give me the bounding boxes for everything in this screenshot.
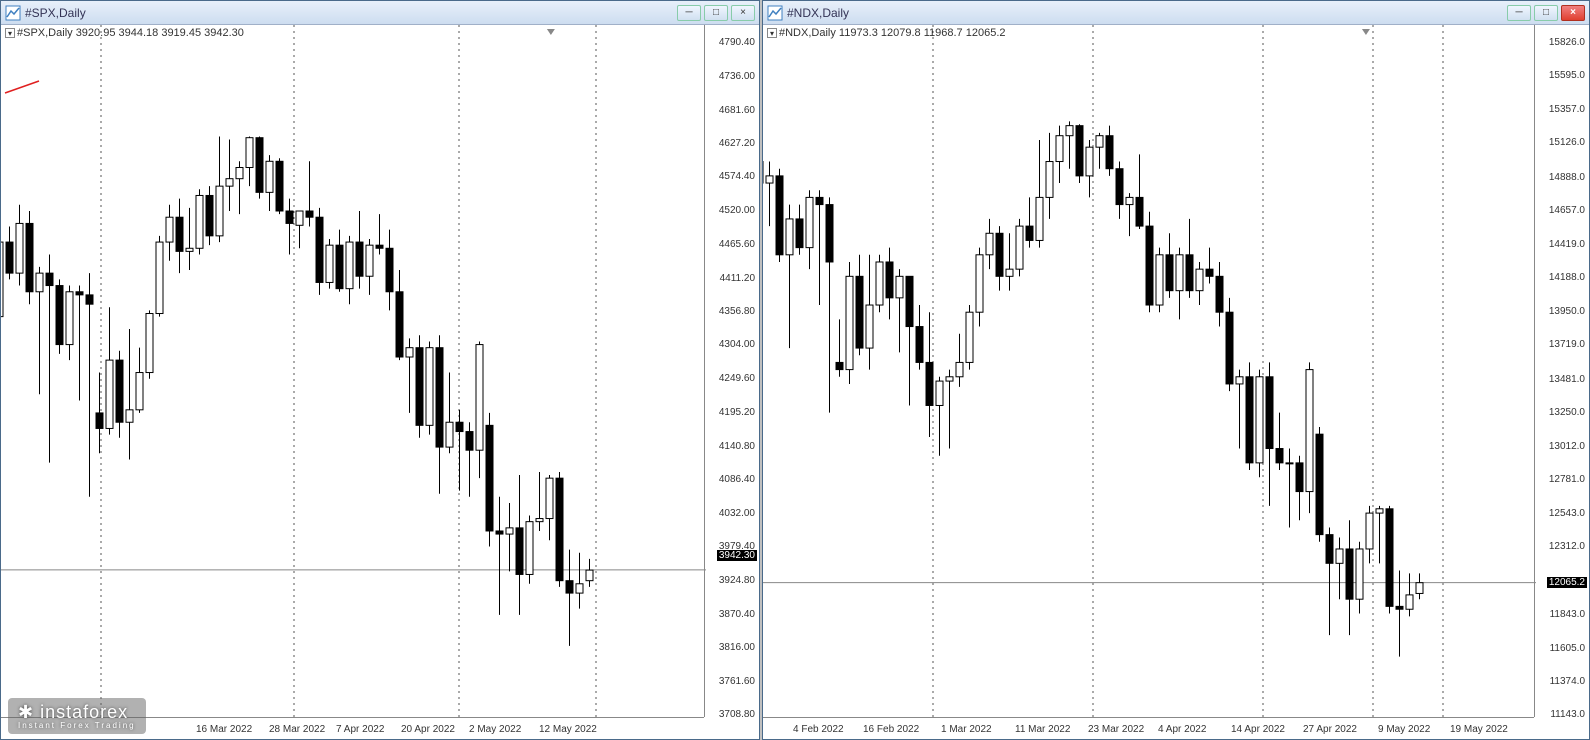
y-tick-label: 13250.0 <box>1549 407 1585 418</box>
y-tick-label: 4736.00 <box>719 71 755 82</box>
y-tick-label: 4086.40 <box>719 474 755 485</box>
y-tick-label: 4249.60 <box>719 373 755 384</box>
y-tick-label: 4574.40 <box>719 171 755 182</box>
chart-icon <box>767 5 783 21</box>
info-text: #SPX,Daily 3920.95 3944.18 3919.45 3942.… <box>17 27 244 39</box>
y-tick-label: 12781.0 <box>1549 474 1585 485</box>
x-tick-label: 28 Mar 2022 <box>269 724 325 735</box>
logo-subtext: Instant Forex Trading <box>18 721 136 730</box>
x-tick-label: 4 Feb 2022 <box>793 724 844 735</box>
y-tick-label: 4411.20 <box>720 273 755 284</box>
titlebar[interactable]: #NDX,Daily ─ □ × <box>763 1 1589 25</box>
maximize-button[interactable]: □ <box>704 5 728 21</box>
y-tick-label: 13950.0 <box>1549 306 1585 317</box>
maximize-button[interactable]: □ <box>1534 5 1558 21</box>
y-tick-label: 3870.40 <box>719 609 755 620</box>
y-tick-label: 4032.00 <box>719 508 755 519</box>
close-button[interactable]: × <box>1561 5 1585 21</box>
y-tick-label: 15126.0 <box>1549 137 1585 148</box>
y-axis: 4790.40 4736.00 4681.60 4627.20 4574.40 4520.… <box>704 25 759 717</box>
y-tick-label: 11374.0 <box>1550 676 1585 687</box>
chevron-down-icon[interactable]: ▾ <box>5 28 15 38</box>
y-tick-label: 14657.0 <box>1549 205 1585 216</box>
chart-area[interactable]: ▾#SPX,Daily 3920.95 3944.18 3919.45 3942… <box>1 25 759 739</box>
x-tick-label: 2 May 2022 <box>469 724 521 735</box>
chart-icon <box>5 5 21 21</box>
y-tick-label: 15826.0 <box>1549 37 1585 48</box>
y-tick-label: 12543.0 <box>1549 508 1585 519</box>
y-tick-label: 15595.0 <box>1549 70 1585 81</box>
ohlc-info: ▾#NDX,Daily 11973.3 12079.8 11968.7 1206… <box>767 27 1006 39</box>
window-title: #SPX,Daily <box>25 6 677 20</box>
candlestick-canvas <box>1 25 706 719</box>
y-tick-label: 3924.80 <box>719 575 755 586</box>
y-tick-label: 4627.20 <box>719 138 755 149</box>
chart-pane-spx: #SPX,Daily ─ □ × ▾#SPX,Daily 3920.95 394… <box>0 0 760 740</box>
x-tick-label: 16 Feb 2022 <box>863 724 919 735</box>
x-tick-label: 14 Apr 2022 <box>1231 724 1285 735</box>
titlebar[interactable]: #SPX,Daily ─ □ × <box>1 1 759 25</box>
close-button[interactable]: × <box>731 5 755 21</box>
y-tick-label: 4790.40 <box>719 37 755 48</box>
y-tick-label: 4520.00 <box>719 205 755 216</box>
x-tick-label: 12 May 2022 <box>539 724 597 735</box>
logo-text: instaforex <box>40 702 128 722</box>
current-price-label: 12065.2 <box>1547 577 1587 588</box>
y-tick-label: 12312.0 <box>1549 541 1585 552</box>
minimize-button[interactable]: ─ <box>1507 5 1531 21</box>
y-tick-label: 15357.0 <box>1549 104 1585 115</box>
y-tick-label: 14888.0 <box>1549 172 1585 183</box>
y-tick-label: 14419.0 <box>1549 239 1585 250</box>
chart-pane-ndx: #NDX,Daily ─ □ × ▾#NDX,Daily 11973.3 120… <box>762 0 1590 740</box>
y-tick-label: 4465.60 <box>719 239 755 250</box>
x-tick-label: 11 Mar 2022 <box>1015 724 1070 735</box>
minimize-button[interactable]: ─ <box>677 5 701 21</box>
x-axis: 4 Feb 2022 16 Feb 2022 1 Mar 2022 11 Mar 20… <box>763 717 1534 739</box>
x-tick-label: 4 Apr 2022 <box>1158 724 1206 735</box>
y-tick-label: 3816.00 <box>719 642 755 653</box>
y-tick-label: 13012.0 <box>1549 441 1585 452</box>
window-title: #NDX,Daily <box>787 6 1507 20</box>
y-tick-label: 4304.00 <box>719 339 755 350</box>
y-tick-label: 3708.80 <box>719 709 755 720</box>
ohlc-info: ▾#SPX,Daily 3920.95 3944.18 3919.45 3942… <box>5 27 244 39</box>
x-tick-label: 1 Mar 2022 <box>941 724 992 735</box>
x-tick-label: 20 Apr 2022 <box>401 724 455 735</box>
y-tick-label: 3761.60 <box>719 676 755 687</box>
y-tick-label: 4140.80 <box>719 441 755 452</box>
x-tick-label: 7 Apr 2022 <box>336 724 384 735</box>
x-tick-label: 9 May 2022 <box>1378 724 1430 735</box>
x-tick-label: 27 Apr 2022 <box>1303 724 1357 735</box>
y-tick-label: 11143.0 <box>1550 709 1585 720</box>
y-axis: 15826.0 15595.0 15357.0 15126.0 14888.0 14657… <box>1534 25 1589 717</box>
watermark-logo: ✱ instaforex Instant Forex Trading <box>8 698 146 734</box>
y-tick-label: 11843.0 <box>1550 609 1585 620</box>
current-price-label: 3942.30 <box>717 550 757 561</box>
x-tick-label: 19 May 2022 <box>1450 724 1508 735</box>
y-tick-label: 4356.80 <box>719 306 755 317</box>
y-tick-label: 14188.0 <box>1549 272 1585 283</box>
chart-area[interactable]: ▾#NDX,Daily 11973.3 12079.8 11968.7 1206… <box>763 25 1589 739</box>
x-tick-label: 23 Mar 2022 <box>1088 724 1144 735</box>
y-tick-label: 13719.0 <box>1549 339 1585 350</box>
info-text: #NDX,Daily 11973.3 12079.8 11968.7 12065… <box>779 27 1006 39</box>
logo-icon: ✱ <box>18 702 34 722</box>
y-tick-label: 11605.0 <box>1550 643 1585 654</box>
x-tick-label: 16 Mar 2022 <box>196 724 252 735</box>
candlestick-canvas <box>763 25 1536 719</box>
y-tick-label: 13481.0 <box>1549 374 1585 385</box>
y-tick-label: 4195.20 <box>719 407 755 418</box>
chevron-down-icon[interactable]: ▾ <box>767 28 777 38</box>
y-tick-label: 4681.60 <box>719 105 755 116</box>
